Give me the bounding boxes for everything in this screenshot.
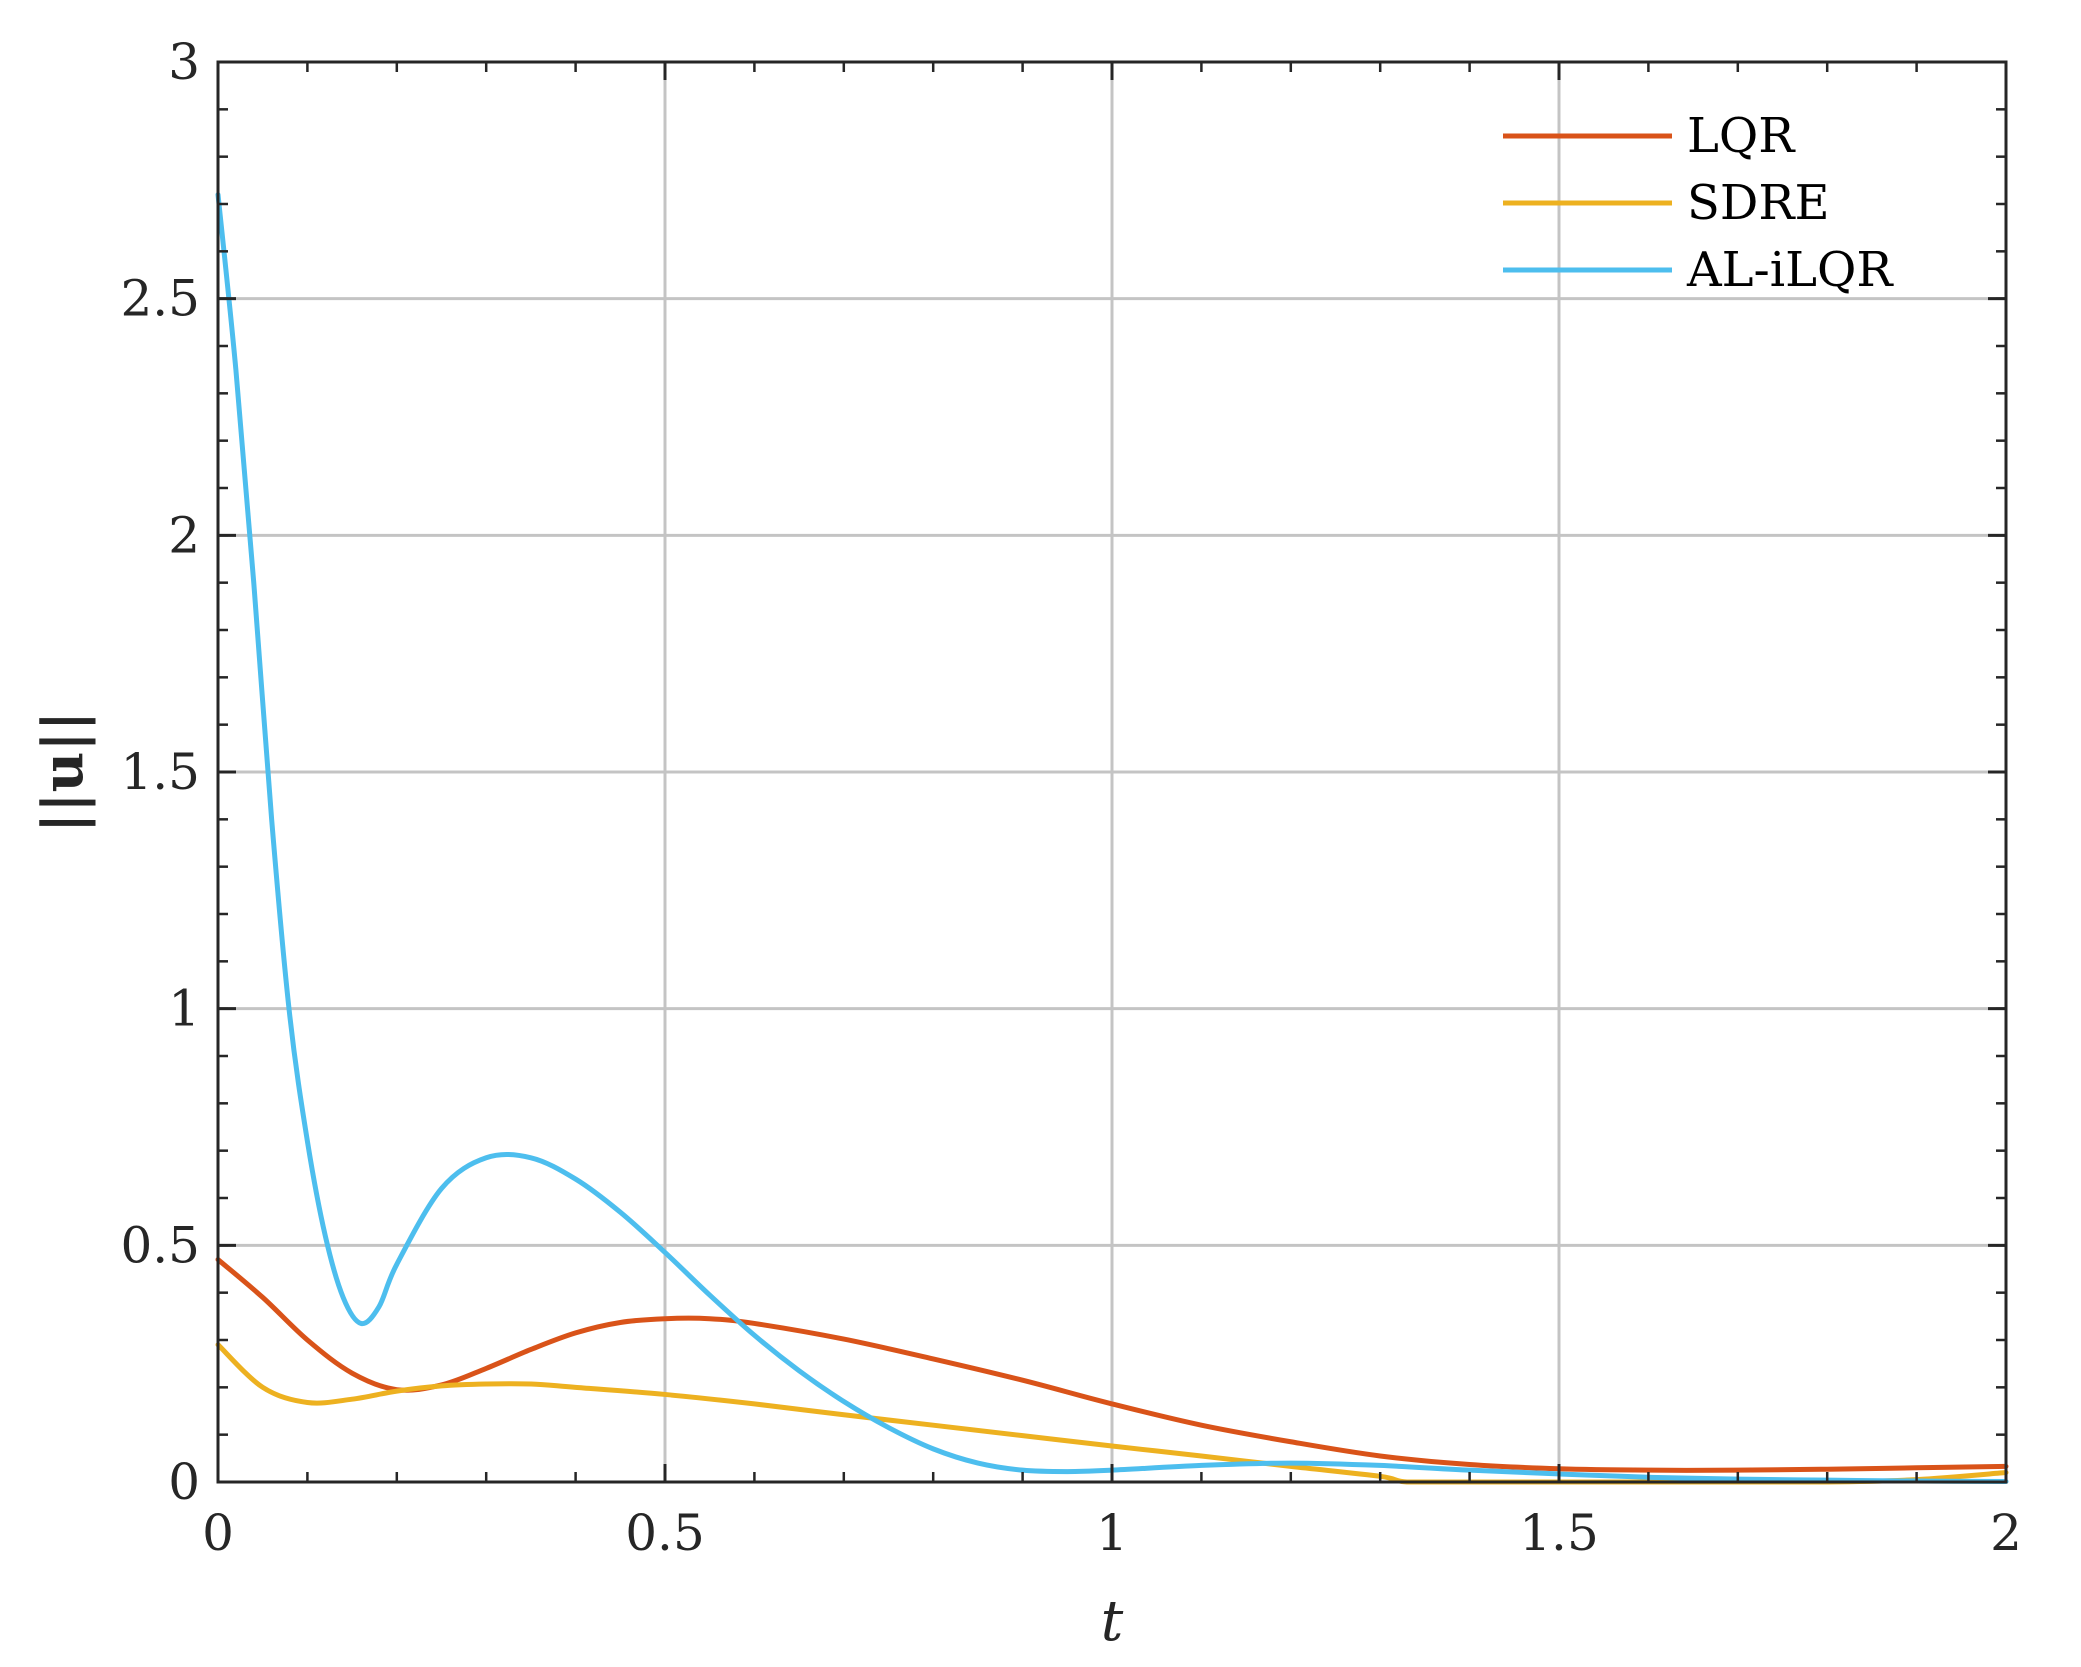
grid-lines xyxy=(218,62,2006,1482)
legend: LQR SDRE AL-iLQR xyxy=(1503,108,1894,298)
legend-label-lqr: LQR xyxy=(1687,108,1796,164)
y-tick-label: 2.5 xyxy=(120,270,200,328)
tick-labels: 0 0.5 1 1.5 2 0 0.5 1 1.5 2 2.5 3 xyxy=(120,33,2021,1562)
x-tick-label: 0.5 xyxy=(625,1504,705,1562)
legend-label-sdre: SDRE xyxy=(1687,175,1830,231)
legend-label-al-ilqr: AL-iLQR xyxy=(1686,242,1894,298)
y-tick-label: 1.5 xyxy=(120,743,200,801)
y-tick-label: 3 xyxy=(168,33,200,91)
axis-ticks xyxy=(216,60,2008,1484)
series-line-al-ilqr xyxy=(215,192,2009,1485)
y-tick-label: 0.5 xyxy=(120,1216,200,1274)
y-tick-label: 1 xyxy=(168,980,200,1038)
x-axis-label: t xyxy=(1101,1589,1124,1654)
x-tick-label: 2 xyxy=(1990,1504,2022,1562)
x-tick-label: 1.5 xyxy=(1519,1504,1599,1562)
y-axis-label: ||u|| xyxy=(30,711,96,833)
y-tick-label: 0 xyxy=(168,1453,200,1511)
x-tick-label: 0 xyxy=(202,1504,234,1562)
y-tick-label: 2 xyxy=(168,506,200,564)
x-tick-label: 1 xyxy=(1096,1504,1128,1562)
